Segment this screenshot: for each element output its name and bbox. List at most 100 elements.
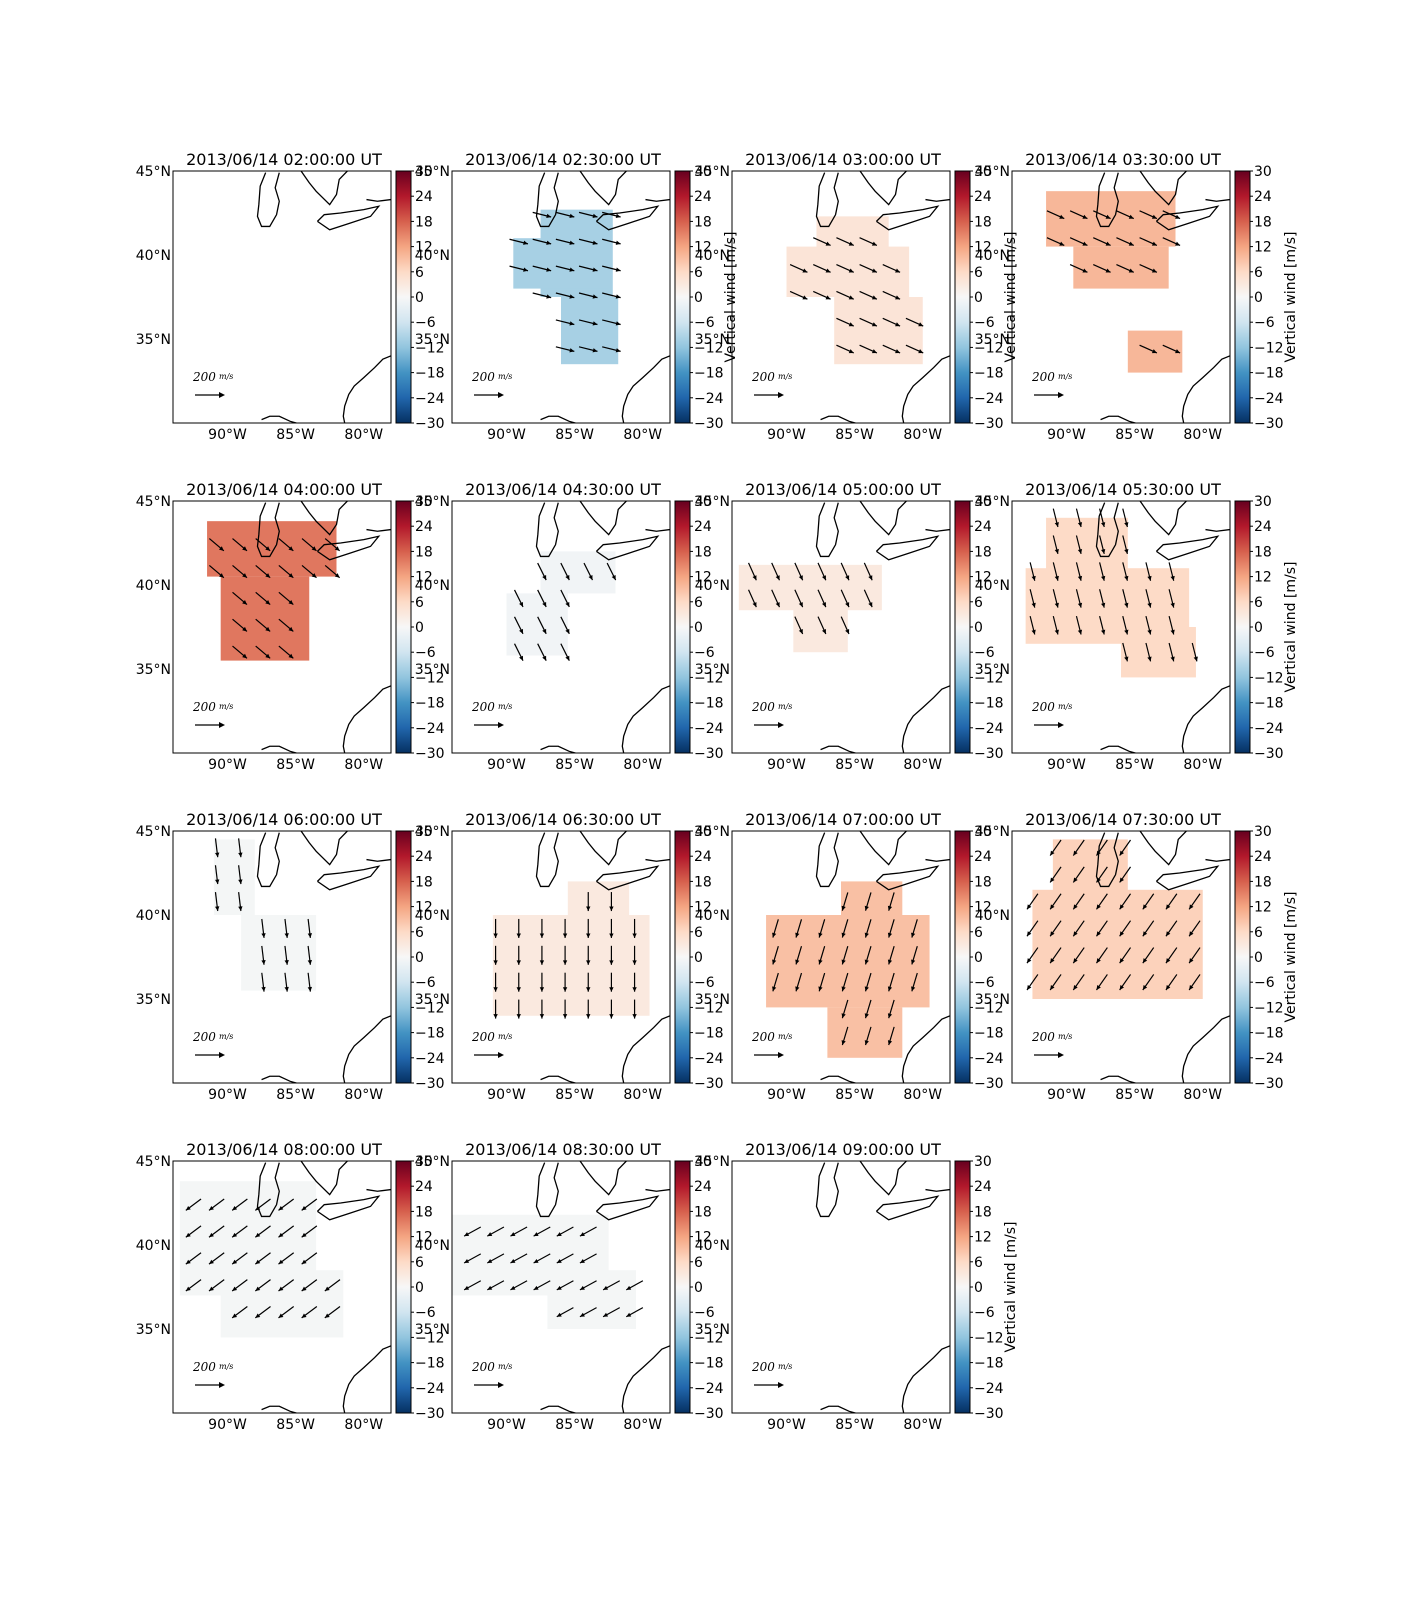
wind-arrow [1139,210,1158,220]
coastline [875,205,940,231]
coastline [316,865,381,891]
colorbar-tick-label: 6 [1254,595,1263,611]
colorbar-tick-label: 30 [415,164,433,180]
scale-unit: m/s [498,1362,512,1371]
colorbar-tick-label: −12 [974,1000,1004,1016]
wind-arrow [602,1280,621,1291]
wind-arrow [1145,642,1152,662]
wind-arrow [609,972,614,992]
lat-tick-label: 45°N [695,494,730,510]
scale-value: 200 [1031,700,1055,714]
wind-arrow [1069,210,1088,220]
colorbar-tick-label: −12 [415,670,445,686]
wind-arrow [513,616,524,635]
wind-arrow [609,945,614,965]
colorbar-tick-label: 18 [1254,544,1272,560]
wind-arrow [539,999,545,1019]
wind-arrow [1049,866,1062,883]
colorbar-tick-label: −12 [974,1330,1004,1346]
wind-arrow [254,1252,271,1265]
colorbar-tick-label: −18 [694,366,724,382]
wind-arrow [532,292,552,299]
lon-tick-label: 80°W [903,757,942,773]
wind-arrow [232,645,248,659]
colorbar-tick-label: 0 [974,620,983,636]
wind-arrow [887,946,895,965]
lon-tick-label: 90°W [1047,757,1086,773]
wind-arrow [794,616,804,635]
lon-tick-label: 90°W [767,757,806,773]
field-cell [561,297,619,365]
wind-arrow [510,1253,528,1264]
scale-unit: m/s [498,1032,512,1041]
wind-arrow [1052,535,1059,555]
colorbar-tick-label: −12 [974,340,1004,356]
wind-arrow [1052,615,1059,635]
coastline [621,685,670,753]
panel-title: 2013/06/14 05:00:00 UT [745,480,941,499]
colorbar-tick-label: 24 [974,189,992,205]
wind-arrow [1052,508,1059,528]
colorbar: 30 24 18 12 6 0 −6 −12 −18 −24 −30 [395,824,445,1092]
wind-arrow [1162,344,1181,354]
map-frame [731,170,951,424]
colorbar-tick-label: −12 [1254,1000,1284,1016]
wind-arrow [254,1279,271,1292]
colorbar-tick-label: −12 [415,1330,445,1346]
wind-arrow [586,892,591,912]
wind-arrow [1075,589,1083,608]
coastline [645,858,670,862]
lon-tick-label: 90°W [1047,427,1086,443]
map-frame [731,500,951,754]
wind-arrow [789,263,808,273]
wind-arrow [864,892,872,911]
coastline [342,1015,391,1083]
lat-tick-label: 45°N [136,1154,171,1170]
coastline [1181,355,1230,423]
wind-arrow [1165,974,1178,991]
wind-arrow [836,290,854,300]
lat-tick-label: 35°N [415,1322,450,1338]
field-cell [1073,246,1169,289]
wind-arrow [232,564,248,579]
colorbar: 30 24 18 12 6 0 −6 −12 −18 −24 −30 [674,824,724,1092]
lat-tick-label: 35°N [415,662,450,678]
lon-tick-label: 85°W [555,427,594,443]
wind-arrow [864,999,872,1019]
map-panel-12: 2013/06/14 07:30:00 UT 45°N 40°N 35°N 90°W 85… [975,810,1299,1103]
lon-tick-label: 90°W [487,427,526,443]
wind-arrow [794,589,804,608]
wind-arrow [301,538,317,552]
coastline [815,832,839,888]
colorbar-tick-label: −18 [974,1356,1004,1372]
wind-arrow [556,1307,574,1318]
colorbar-tick-label: −18 [694,696,724,712]
colorbar-tick-label: 30 [1254,824,1272,840]
lon-tick-label: 85°W [276,427,315,443]
wind-arrow [562,972,568,992]
lat-tick-label: 40°N [695,248,730,264]
scale-value: 200 [192,1030,216,1044]
colorbar-tick-label: −30 [415,1076,445,1092]
wind-arrow [905,317,924,327]
colorbar-tick-label: 12 [1254,570,1272,586]
lat-tick-label: 45°N [415,1154,450,1170]
colorbar: 30 24 18 12 6 0 −6 −12 −18 −24 −30 Vertical wind [m… [954,164,1019,432]
wind-arrow [911,946,918,965]
scale-value: 200 [192,370,216,384]
scale-value: 200 [192,1360,216,1374]
wind-arrow [1075,562,1083,581]
lon-tick-label: 80°W [344,1087,383,1103]
wind-arrow [555,346,575,353]
colorbar-tick-label: 24 [974,1179,992,1195]
colorbar-tick-label: 18 [1254,874,1272,890]
wind-arrow [513,589,524,608]
wind-arrow [1165,893,1178,910]
wind-arrow [1142,893,1155,910]
wind-arrow [1095,920,1108,937]
wind-arrow [537,562,547,581]
wind-arrow [1072,839,1085,856]
coastline [342,685,391,753]
coastline [901,355,950,423]
colorbar-tick-label: 0 [1254,950,1263,966]
